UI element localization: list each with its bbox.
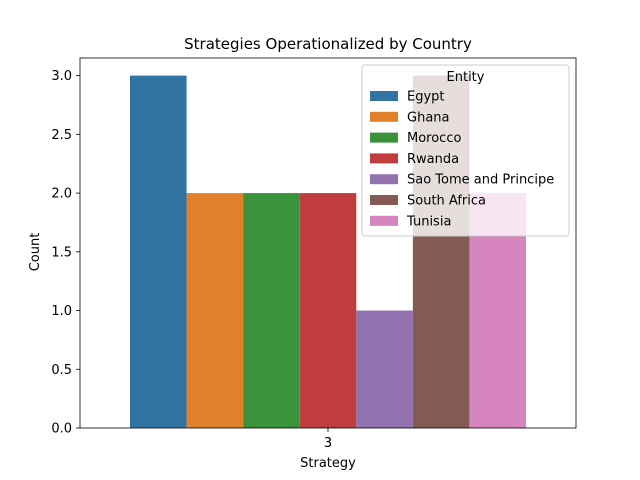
legend-swatch [370, 111, 398, 122]
y-tick-label: 0.5 [51, 363, 72, 378]
legend-item-label: South Africa [407, 194, 486, 209]
legend-item-label: Tunisia [406, 214, 451, 229]
legend-item-label: Egypt [407, 90, 445, 105]
bar-morocco [243, 193, 300, 428]
bar-ghana [186, 193, 244, 428]
y-ticks-group: 0.0 0.5 1.0 1.5 2.0 2.5 3.0 [51, 69, 80, 437]
y-tick-label: 2.5 [51, 128, 72, 143]
legend-item-label: Rwanda [407, 152, 459, 167]
y-tick-label: 1.0 [51, 304, 72, 319]
legend-swatch [370, 215, 398, 226]
y-tick-label: 1.5 [51, 245, 72, 260]
legend-item-label: Morocco [407, 131, 461, 146]
y-tick-label: 0.0 [51, 422, 72, 437]
bar-sao-tome-and-principe [356, 310, 413, 428]
legend-swatch [370, 91, 398, 101]
chart-title: Strategies Operationalized by Country [184, 35, 472, 53]
legend-item-label: Sao Tome and Principe [407, 173, 554, 188]
legend-box [361, 64, 570, 237]
bar-egypt [130, 75, 187, 428]
legend-swatch [370, 174, 398, 185]
y-axis-label: Count [28, 233, 43, 272]
y-tick-label: 2.0 [51, 187, 72, 202]
y-tick-label: 3.0 [51, 69, 72, 84]
legend-swatch [370, 132, 398, 143]
legend-item-label: Ghana [407, 110, 450, 125]
x-ticks-group: 3 [324, 428, 332, 451]
legend-swatch [370, 195, 398, 205]
bar-rwanda [299, 193, 357, 428]
x-axis-label: Strategy [300, 456, 356, 471]
x-tick-label: 3 [324, 436, 332, 451]
legend-swatch [370, 153, 398, 164]
legend-title: Entity [447, 70, 485, 85]
bars-group [130, 75, 526, 428]
